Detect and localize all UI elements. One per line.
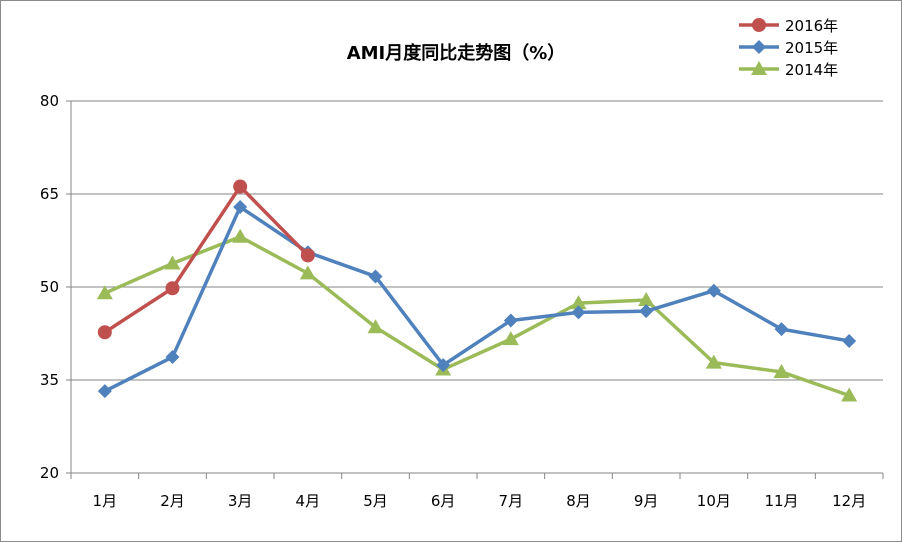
legend-label: 2014年	[785, 61, 838, 79]
x-tick-label: 6月	[431, 492, 456, 510]
x-tick-label: 1月	[93, 492, 118, 510]
legend-marker	[751, 61, 767, 75]
y-tick-label: 50	[40, 278, 59, 296]
grid-lines	[71, 100, 883, 381]
data-point	[774, 322, 789, 337]
data-point	[299, 265, 316, 280]
legend: 2016年 2015年 2014年	[739, 17, 838, 79]
data-point	[503, 313, 518, 328]
x-tick-label: 3月	[228, 492, 253, 510]
y-tick-label: 20	[40, 464, 59, 482]
data-point	[773, 363, 790, 378]
series-line	[104, 235, 850, 398]
axes: 20 35 50 65 80 1月 2月 3月 4月 5月 6月 7月 8月 9月 10月 11月 12月	[40, 92, 884, 510]
data-point	[164, 255, 181, 270]
data-point	[436, 358, 451, 373]
data-point	[706, 283, 721, 298]
data-point	[705, 354, 722, 369]
data-point	[97, 325, 112, 340]
series-lines	[96, 179, 858, 402]
x-tick-label: 4月	[296, 492, 321, 510]
data-point	[502, 331, 519, 346]
data-point	[165, 281, 180, 296]
series-2014年	[96, 228, 858, 402]
series-line	[103, 184, 310, 334]
y-tick-label: 35	[40, 371, 59, 389]
x-tick-label: 12月	[832, 492, 866, 510]
legend-item: 2016年	[739, 17, 838, 35]
data-point	[638, 292, 655, 307]
legend-marker	[752, 40, 766, 54]
legend-item: 2014年	[739, 61, 838, 79]
data-point	[233, 200, 248, 215]
data-point	[842, 333, 857, 348]
legend-marker	[752, 18, 766, 32]
x-tick-label: 9月	[634, 492, 659, 510]
chart-title: AMI月度同比走势图（%）	[347, 42, 566, 64]
data-point	[367, 319, 384, 334]
legend-item: 2015年	[739, 39, 838, 57]
data-point	[639, 304, 654, 319]
data-point	[165, 350, 180, 365]
data-point	[571, 305, 586, 320]
data-point	[570, 295, 587, 310]
series-2015年	[97, 200, 857, 399]
x-tick-label: 8月	[566, 492, 591, 510]
x-tick-label: 2月	[160, 492, 185, 510]
legend-label: 2016年	[785, 17, 838, 35]
data-point	[841, 387, 858, 402]
data-point	[368, 269, 383, 284]
x-tick-label: 11月	[764, 492, 798, 510]
data-point	[97, 384, 112, 399]
y-tick-label: 65	[40, 185, 59, 203]
y-tick-label: 80	[40, 92, 59, 110]
x-tick-label: 7月	[499, 492, 524, 510]
data-point	[300, 248, 315, 263]
x-tick-label: 5月	[363, 492, 388, 510]
series-2016年	[97, 179, 315, 340]
data-point	[232, 228, 249, 243]
data-point	[233, 179, 248, 194]
series-line	[104, 205, 850, 393]
legend-label: 2015年	[785, 39, 838, 57]
data-point	[96, 285, 113, 300]
x-tick-label: 10月	[697, 492, 731, 510]
